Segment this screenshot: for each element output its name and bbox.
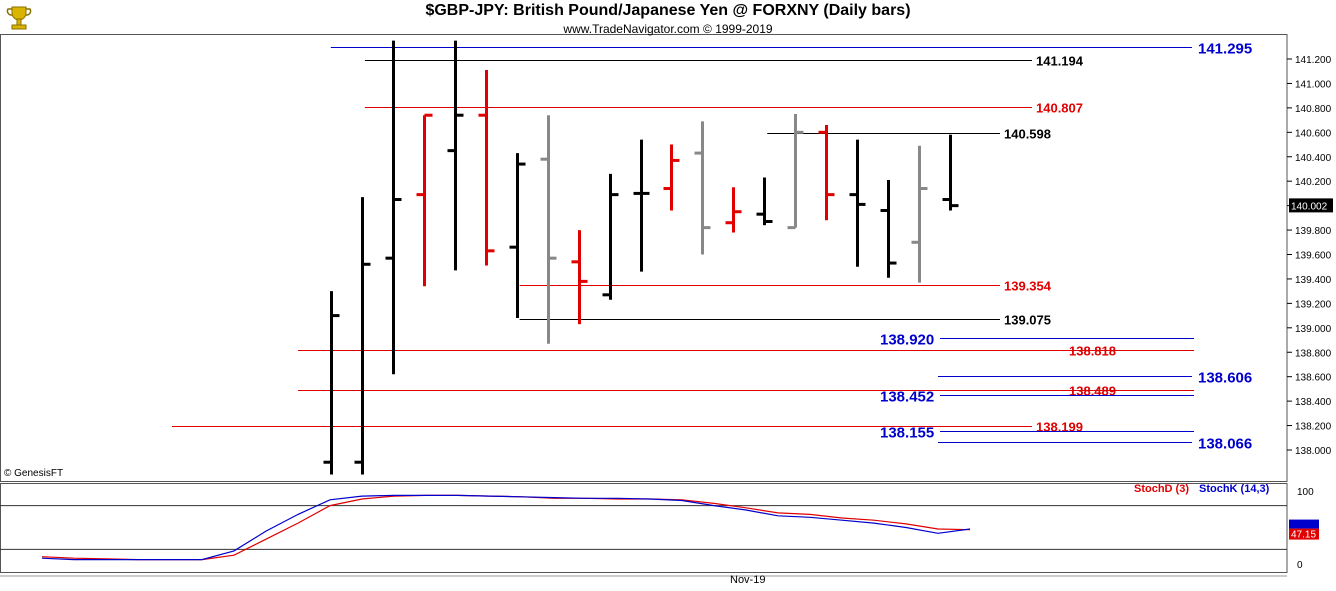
y-tick-label: 141.000 (1295, 79, 1332, 90)
ohlc-bar (509, 153, 526, 319)
ohlc-bar (756, 177, 773, 226)
stoch-value-label: 47.15 (1291, 530, 1316, 541)
level-label: 140.807 (1036, 101, 1083, 116)
y-tick-label: 138.600 (1295, 373, 1332, 384)
ohlc-bar (633, 139, 650, 272)
ohlc-bar (849, 139, 866, 267)
level-label: 138.155 (880, 425, 934, 442)
oscillator-panel-frame (0, 483, 1288, 573)
ohlc-bar (447, 40, 464, 271)
ohlc-bar (880, 179, 897, 278)
oscillator-tick-label: 100 (1297, 487, 1314, 498)
y-tick-label: 138.400 (1295, 397, 1332, 408)
oscillator-tick-label: 0 (1297, 560, 1303, 571)
price-panel-frame (0, 34, 1288, 482)
y-tick-label: 140.600 (1295, 128, 1332, 139)
y-tick-label: 139.000 (1295, 324, 1332, 335)
level-label: 141.194 (1036, 54, 1084, 69)
stoch-d-label: StochD (3) (1134, 483, 1189, 495)
stoch-d-value-box (1289, 528, 1319, 540)
y-tick-label: 139.200 (1295, 299, 1332, 310)
stoch-d-line (41, 494, 971, 561)
ohlc-bar (942, 134, 959, 211)
y-tick-label: 138.000 (1295, 446, 1332, 457)
ohlc-bar (602, 173, 619, 300)
level-label: 138.066 (1198, 436, 1252, 453)
ohlc-bar (323, 291, 340, 475)
stoch-k-value-box (1289, 519, 1319, 529)
ohlc-bar (540, 115, 557, 344)
ohlc-bar (416, 113, 433, 287)
y-tick-label: 139.800 (1295, 226, 1332, 237)
y-tick-label: 139.600 (1295, 251, 1332, 262)
trophy-logo-icon (6, 6, 32, 30)
y-tick-label: 140.400 (1295, 153, 1332, 164)
y-tick-label: 140.200 (1295, 177, 1332, 188)
ohlc-bar (354, 197, 371, 475)
ohlc-bar (694, 121, 711, 255)
ohlc-bar (911, 145, 928, 283)
ohlc-bar (571, 230, 588, 325)
level-label: 138.452 (880, 389, 934, 406)
level-label: 138.606 (1198, 370, 1252, 387)
stoch-k-line (41, 494, 971, 561)
y-tick-label: 138.800 (1295, 348, 1332, 359)
x-axis-date-label: Nov-19 (730, 574, 766, 586)
last-price-label: 140.002 (1291, 201, 1328, 212)
level-label: 139.354 (1004, 279, 1052, 294)
y-tick-label: 140.800 (1295, 104, 1332, 115)
level-label: 139.075 (1004, 313, 1051, 328)
ohlc-bar (725, 187, 742, 233)
level-label: 138.818 (1069, 344, 1116, 359)
y-tick-label: 141.200 (1295, 55, 1332, 66)
level-label: 138.489 (1069, 384, 1116, 399)
ohlc-bar (787, 113, 804, 230)
ohlc-bar (818, 124, 835, 221)
last-price-box (1289, 198, 1333, 213)
stoch-k-label: StochK (14,3) (1199, 483, 1270, 495)
chart-subtitle: www.TradeNavigator.com © 1999-2019 (563, 22, 773, 36)
ohlc-bar (385, 40, 402, 375)
level-label: 138.920 (880, 332, 934, 349)
level-label: 140.598 (1004, 127, 1051, 142)
level-label: 138.199 (1036, 420, 1083, 435)
ohlc-bar (663, 144, 680, 211)
ohlc-bar (478, 69, 495, 266)
credit-text: © GenesisFT (4, 468, 64, 479)
y-tick-label: 138.200 (1295, 422, 1332, 433)
y-tick-label: 139.400 (1295, 275, 1332, 286)
chart-title: $GBP-JPY: British Pound/Japanese Yen @ F… (425, 2, 911, 19)
level-label: 141.295 (1198, 41, 1252, 58)
